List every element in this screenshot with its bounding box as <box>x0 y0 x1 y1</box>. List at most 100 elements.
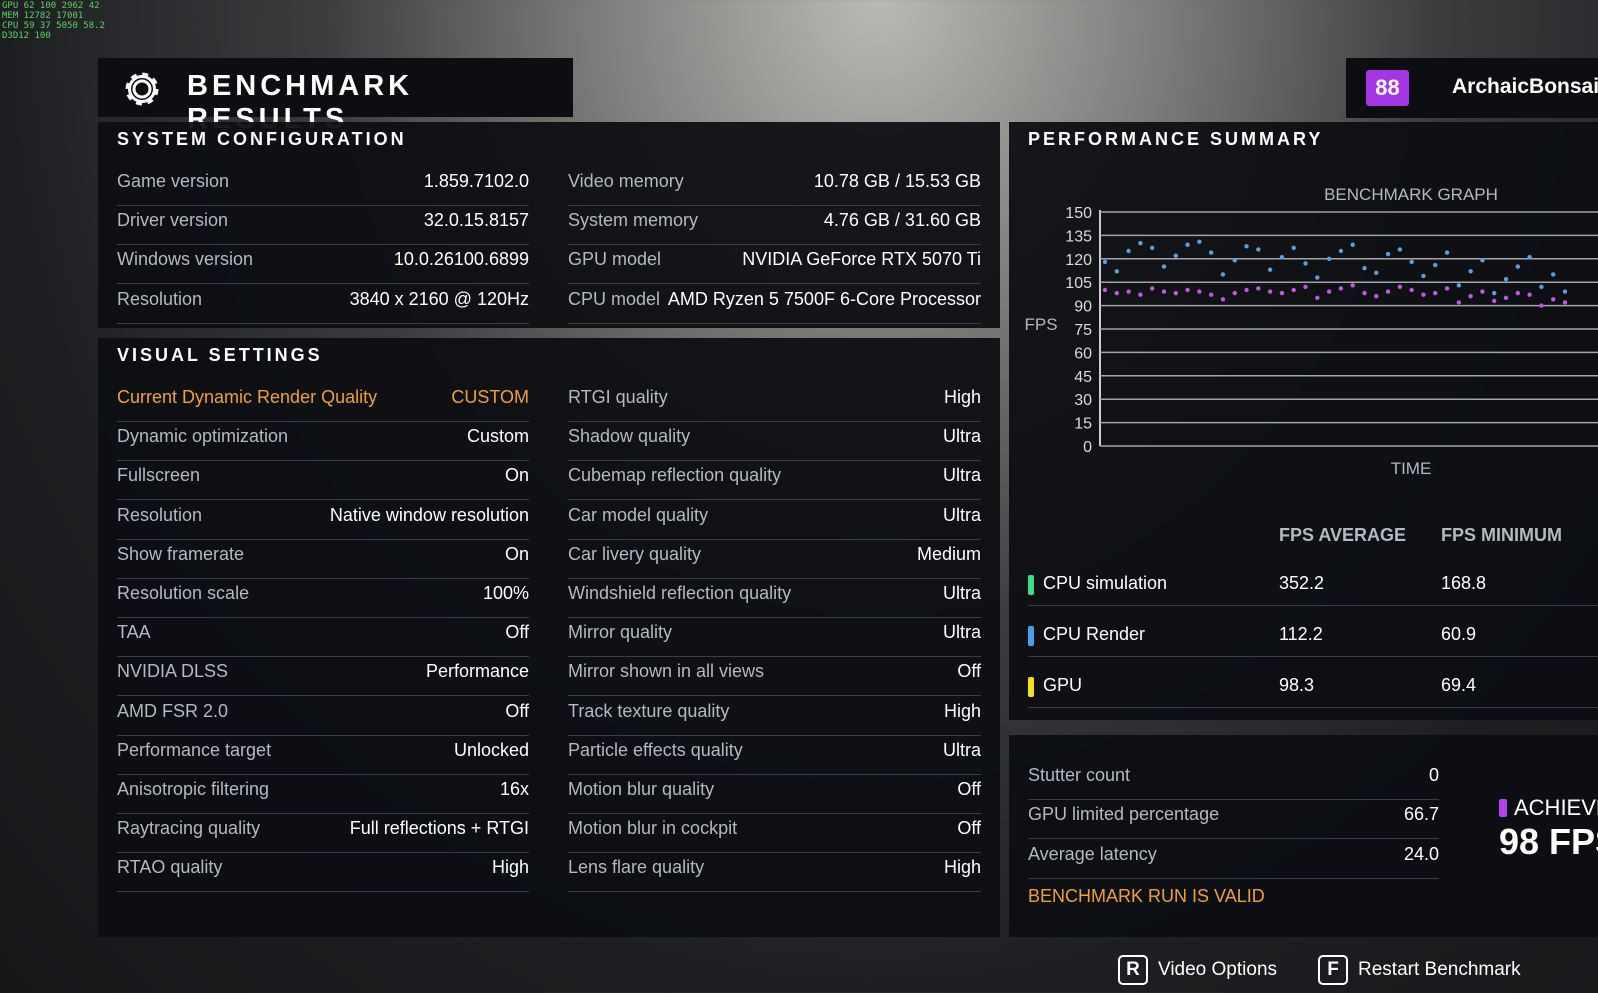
setting-row: Performance target Unlocked <box>117 735 529 775</box>
data-point <box>1173 290 1178 296</box>
row-name: GPU <box>1043 675 1083 695</box>
data-point <box>1350 242 1355 247</box>
data-point <box>1338 248 1344 254</box>
menu-button[interactable]: F Restart Benchmark <box>1318 955 1521 993</box>
data-point <box>1362 265 1367 271</box>
setting-value: Ultra <box>942 739 981 760</box>
section-title: VISUAL SETTINGS <box>117 345 323 365</box>
status: BENCHMARK RUN IS VALID <box>1028 886 1265 906</box>
setting-row: Resolution 3840 x 2160 @ 120Hz <box>117 284 529 324</box>
column-header: FPS AVERAGE <box>1279 525 1407 545</box>
setting-value: NVIDIA GeForce RTX 5070 Ti <box>742 249 981 270</box>
data-point <box>1138 292 1143 297</box>
visual-settings-panel: VISUAL SETTINGS <box>98 338 1000 937</box>
setting-row: System memory 4.76 GB / 31.60 GB <box>568 205 981 246</box>
y-tick-label: 150 <box>1065 205 1092 222</box>
stat-value: 24.0 <box>1403 843 1439 864</box>
setting-row: Motion blur in cockpit Off <box>568 813 981 854</box>
setting-row: Fullscreen On <box>117 460 529 501</box>
setting-row: TAA Off <box>117 617 529 658</box>
system-config-panel: SYSTEM CONFIGURATION <box>98 122 1000 328</box>
data-point <box>1385 289 1391 294</box>
setting-row: Mirror quality Ultra <box>568 617 981 658</box>
stat-label: GPU limited percentage <box>1028 804 1220 825</box>
setting-value: High <box>943 387 981 407</box>
data-point <box>1397 284 1403 290</box>
data-point <box>1244 244 1249 249</box>
setting-row: Driver version 32.0.15.8157 <box>117 205 529 246</box>
data-point <box>1468 294 1473 299</box>
setting-row: Windshield reflection quality Ultra <box>568 578 981 618</box>
setting-row: Particle effects quality Ultra <box>568 735 981 775</box>
data-point <box>1256 247 1261 252</box>
setting-row: Motion blur quality Off <box>568 774 981 814</box>
setting-label: Resolution <box>117 504 203 525</box>
stat-label: Average latency <box>1028 843 1157 864</box>
data-point <box>1350 283 1355 288</box>
setting-value: High <box>943 857 981 878</box>
data-point <box>1267 289 1273 294</box>
stat-row: GPU limited percentage 66.7 <box>1028 799 1439 840</box>
setting-label: Windshield reflection quality <box>568 583 792 603</box>
stat-label: Stutter count <box>1028 765 1131 785</box>
cell-value: 352.2 <box>1279 573 1325 593</box>
setting-value: Medium <box>916 543 981 564</box>
stat-row: Average latency 24.0 <box>1028 839 1439 879</box>
data-point <box>1515 290 1521 296</box>
data-point <box>1433 290 1438 296</box>
overlay-line: D3D12 100 <box>2 31 51 41</box>
setting-value: On <box>504 543 529 564</box>
overlay-line: CPU 59 37 5050 58.2 <box>2 21 105 31</box>
data-point <box>1197 239 1202 244</box>
data-point <box>1562 300 1568 305</box>
data-point <box>1220 272 1226 277</box>
stat-row: Stutter count 0 <box>1028 760 1439 800</box>
data-point <box>1326 256 1332 261</box>
row-divider <box>1028 707 1598 708</box>
data-point <box>1126 289 1131 294</box>
data-point <box>1385 251 1391 257</box>
setting-label: Mirror shown in all views <box>568 661 765 682</box>
level-badge: 88 <box>1366 70 1409 106</box>
data-point <box>1326 289 1332 294</box>
data-point <box>1303 261 1308 266</box>
section-title: SYSTEM CONFIGURATION <box>117 129 407 149</box>
data-point <box>1492 298 1497 304</box>
color-swatch <box>1028 626 1034 646</box>
row-name: CPU Render <box>1043 624 1146 644</box>
setting-row: Mirror shown in all views Off <box>568 656 981 697</box>
data-point <box>1279 255 1285 260</box>
data-point <box>1208 250 1214 255</box>
setting-value: 100% <box>482 583 529 603</box>
setting-label: Shadow quality <box>568 426 691 447</box>
achieved-label: ACHIEVED <box>1514 795 1598 820</box>
graph-title: BENCHMARK GRAPH <box>1324 185 1498 204</box>
data-point <box>1185 242 1190 247</box>
user-badge[interactable]: 88 ArchaicBonsai <box>1346 58 1598 118</box>
data-point <box>1362 290 1367 296</box>
data-point <box>1433 262 1438 268</box>
data-point <box>1515 264 1521 269</box>
color-swatch <box>1028 677 1034 697</box>
setting-row: Lens flare quality High <box>568 852 981 893</box>
overlay-line: MEM 12782 17001 <box>2 11 84 21</box>
setting-row: Track texture quality High <box>568 696 981 736</box>
menu-button[interactable]: R Video Options <box>1118 955 1277 993</box>
data-point <box>1551 272 1556 277</box>
data-point <box>1492 290 1497 296</box>
data-point <box>1456 300 1462 305</box>
y-tick-label: 45 <box>1074 369 1092 386</box>
data-point <box>1374 270 1379 276</box>
setting-value: Unlocked <box>453 739 529 760</box>
data-point <box>1539 284 1544 290</box>
performance-panel: PERFORMANCE SUMMARY <box>1009 122 1598 720</box>
data-point <box>1315 295 1320 300</box>
setting-label: Resolution scale <box>117 583 250 603</box>
data-point <box>1244 287 1249 293</box>
cell-value: 98.3 <box>1279 675 1315 695</box>
data-point <box>1149 245 1155 251</box>
setting-value: Off <box>505 700 529 721</box>
setting-label: Mirror quality <box>568 622 673 643</box>
setting-row: RTGI quality High <box>568 382 981 422</box>
